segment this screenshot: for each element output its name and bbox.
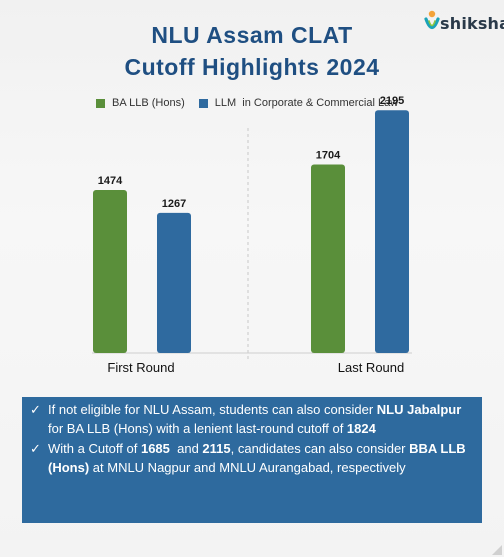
data-label: 1704 (316, 150, 341, 162)
check-icon: ✓ (30, 441, 41, 456)
category-label: Last Round (338, 360, 405, 375)
bar-ba-llb-last-round (311, 164, 345, 353)
bar-llm-first-round (157, 212, 191, 353)
legend-item-llm: LLM in Corporate & Commercial Law (198, 97, 399, 109)
data-label: 1474 (98, 175, 123, 187)
legend-label-ba-llb: BA LLB (Hons) (112, 97, 185, 109)
info-bullet-1: ✓ If not eligible for NLU Assam, student… (30, 401, 472, 438)
legend-swatch-blue (198, 98, 208, 108)
shiksha-logo-icon (424, 10, 440, 30)
category-label: First Round (107, 360, 174, 375)
bar-llm-last-round (375, 110, 409, 353)
info-box: ✓ If not eligible for NLU Assam, student… (22, 397, 482, 523)
check-icon: ✓ (30, 402, 41, 417)
legend-swatch-green (96, 98, 105, 108)
chart-legend: BA LLB (Hons) LLM in Corporate & Commerc… (96, 97, 412, 109)
bar-ba-llb-first-round (93, 189, 127, 353)
info-bullet-2: ✓ With a Cutoff of 1685 and 2115, candid… (30, 440, 472, 477)
info-text-1: If not eligible for NLU Assam, students … (48, 402, 462, 436)
data-label: 2195 (380, 95, 404, 107)
data-label: 1267 (162, 198, 186, 210)
legend-label-llm: LLM in Corporate & Commercial Law (214, 97, 399, 109)
page-title: NLU Assam CLAT (151, 22, 353, 48)
legend-item-ba-llb: BA LLB (Hons) (96, 97, 185, 109)
logo-text: shiksha (440, 14, 504, 33)
info-text-2: With a Cutoff of 1685 and 2115, candidat… (48, 441, 466, 475)
cutoff-bar-chart: 1474 1704 1267 2195 First Round Last Round (92, 95, 412, 375)
page-subtitle: Cutoff Highlights 2024 (124, 54, 380, 80)
page-curl-corner (492, 545, 502, 555)
